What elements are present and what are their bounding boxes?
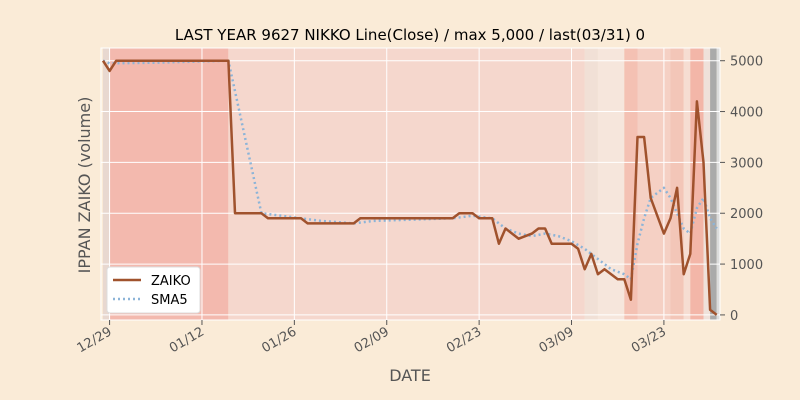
x-tick-label: 03/09 xyxy=(537,324,577,356)
background-band xyxy=(716,48,720,320)
background-band xyxy=(690,48,704,320)
background-band xyxy=(624,48,638,320)
x-tick-label: 02/23 xyxy=(444,324,484,356)
legend-box xyxy=(106,266,201,314)
background-band xyxy=(683,48,691,320)
y-axis-label: IPPAN ZAIKO (volume) xyxy=(75,97,94,274)
y-tick-label: 5000 xyxy=(730,55,763,70)
y-axis: 0 1000 2000 3000 4000 5000 xyxy=(720,55,763,324)
y-tick-label: 3000 xyxy=(730,156,763,171)
x-tick-label: 01/12 xyxy=(167,324,207,356)
background-band xyxy=(228,48,585,320)
x-tick-label: 02/09 xyxy=(352,324,392,356)
y-tick-label: 1000 xyxy=(730,258,763,273)
x-tick-label: 03/23 xyxy=(629,324,669,356)
plot-frame xyxy=(100,47,721,321)
series-lines xyxy=(101,59,718,316)
background-bands xyxy=(102,48,720,320)
background-band xyxy=(637,48,671,320)
legend-label-sma5: SMA5 xyxy=(151,293,188,308)
background-band xyxy=(710,48,717,320)
y-tick-label: 2000 xyxy=(730,207,763,222)
chart-title: LAST YEAR 9627 NIKKO Line(Close) / max 5… xyxy=(175,26,645,44)
background-band xyxy=(584,48,598,320)
background-band xyxy=(703,48,711,320)
background-band xyxy=(102,48,110,320)
background-band xyxy=(670,48,684,320)
x-axis-label: DATE xyxy=(389,366,431,385)
legend: ZAIKO SMA5 xyxy=(106,266,201,314)
x-tick-label: 01/26 xyxy=(259,324,299,356)
y-tick-label: 4000 xyxy=(730,106,763,121)
zaiko-line xyxy=(101,59,718,316)
legend-label-zaiko: ZAIKO xyxy=(151,274,191,289)
y-tick-label: 0 xyxy=(730,309,738,324)
x-axis: 12/29 01/12 01/26 02/09 02/23 03/09 03/23 xyxy=(75,320,669,356)
x-tick-label: 12/29 xyxy=(75,324,115,356)
